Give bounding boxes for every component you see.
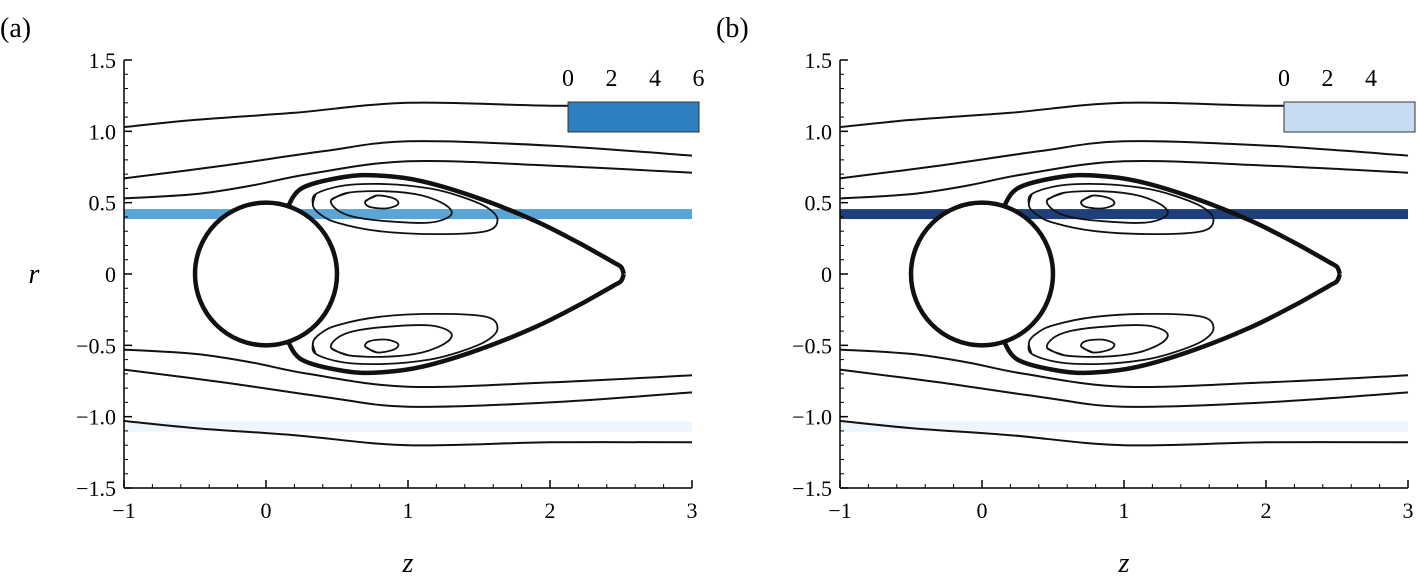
panel-b: (b) −1 0 1 2 3 −1.5 −1.0 −0.5 0 0.5 1.0 1.5 z 0 2 4 xyxy=(716,13,1416,579)
colorbar xyxy=(1283,101,1416,133)
y-tick-label: 0 xyxy=(105,262,116,287)
panel-a: (a) −1 0 1 2 3 −1.5 −1.0 −0.5 0 0.5 1.0 1.5 z r 0 2 4 6 xyxy=(0,13,705,579)
y-tick-label: 1.0 xyxy=(805,119,833,144)
x-axis-label: z xyxy=(402,548,414,579)
vortex-loop-lower-1 xyxy=(1027,312,1215,366)
y-tick-label: 1.5 xyxy=(805,48,833,73)
colorbar-tick-label: 2 xyxy=(606,66,618,92)
panel-label: (b) xyxy=(716,13,749,44)
y-tick-label: 1.0 xyxy=(89,119,117,144)
streamline-lower-1 xyxy=(123,419,693,447)
y-tick-label: −0.5 xyxy=(76,333,116,358)
colorbar-tick-label: 0 xyxy=(562,66,574,92)
wake-boundary-lower xyxy=(283,273,626,376)
y-tick-label: 0.5 xyxy=(805,191,833,216)
streamline-lower-1 xyxy=(839,419,1409,447)
colorbar-tick-label: 4 xyxy=(649,66,661,92)
y-tick-label: −1.0 xyxy=(792,405,832,430)
streamline-upper-3 xyxy=(839,160,1409,200)
vortex-loop-upper-2 xyxy=(1045,190,1169,224)
x-tick-label: 3 xyxy=(687,498,698,523)
y-tick-label: −1.0 xyxy=(76,405,116,430)
x-tick-label: 0 xyxy=(977,498,988,523)
y-tick-label: 0.5 xyxy=(89,191,117,216)
colorbar-tick-label: 4 xyxy=(1365,66,1377,92)
color-band-2 xyxy=(124,421,692,432)
y-tick-label: 1.5 xyxy=(89,48,117,73)
x-tick-label: 1 xyxy=(403,498,414,523)
y-tick-label: −1.5 xyxy=(792,476,832,501)
vortex-loop-lower-2 xyxy=(1045,324,1169,358)
streamline-lower-3 xyxy=(123,348,693,388)
sphere xyxy=(908,200,1056,348)
y-tick-label: −0.5 xyxy=(792,333,832,358)
streamline-upper-3 xyxy=(123,160,693,200)
vortex-loop-upper-3 xyxy=(364,194,400,210)
vortex-loop-upper-1 xyxy=(311,182,499,236)
x-tick-label: 3 xyxy=(1403,498,1414,523)
streamline-lower-2 xyxy=(123,368,693,408)
vortex-loop-upper-1 xyxy=(1027,182,1215,236)
vortex-loop-lower-2 xyxy=(329,324,453,358)
wake-boundary-upper xyxy=(999,172,1342,275)
vortex-loop-lower-1 xyxy=(311,312,499,366)
x-tick-label: −1 xyxy=(112,498,135,523)
streamline-lower-3 xyxy=(839,348,1409,388)
vortex-loop-lower-3 xyxy=(364,338,400,354)
colorbar-tick-label: 0 xyxy=(1278,66,1290,92)
vortex-loop-upper-3 xyxy=(1080,194,1116,210)
x-tick-label: 2 xyxy=(545,498,556,523)
panel-label: (a) xyxy=(0,13,31,44)
wake-boundary-lower xyxy=(999,273,1342,376)
vortex-loop-upper-2 xyxy=(329,190,453,224)
x-tick-label: −1 xyxy=(828,498,851,523)
y-tick-label: 0 xyxy=(821,262,832,287)
x-axis-label: z xyxy=(1118,548,1130,579)
color-band-2 xyxy=(840,421,1408,432)
x-tick-label: 2 xyxy=(1261,498,1272,523)
sphere xyxy=(192,200,340,348)
colorbar-tick-label: 6 xyxy=(693,66,705,92)
colorbar-tick-label: 2 xyxy=(1322,66,1334,92)
color-band-1 xyxy=(840,209,1408,220)
colorbar xyxy=(567,101,700,133)
x-tick-label: 1 xyxy=(1119,498,1130,523)
wake-boundary-upper xyxy=(283,172,626,275)
streamline-upper-2 xyxy=(123,140,693,180)
y-tick-label: −1.5 xyxy=(76,476,116,501)
x-tick-label: 0 xyxy=(261,498,272,523)
y-axis-label: r xyxy=(29,259,40,290)
streamline-lower-2 xyxy=(839,368,1409,408)
vortex-loop-lower-3 xyxy=(1080,338,1116,354)
streamline-upper-2 xyxy=(839,140,1409,180)
color-band-1 xyxy=(124,209,692,220)
